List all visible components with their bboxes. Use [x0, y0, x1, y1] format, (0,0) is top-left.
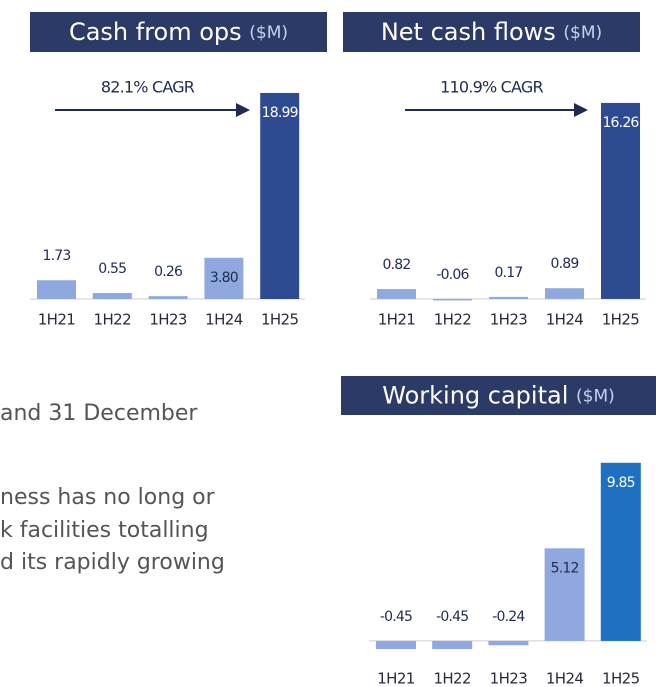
- chart-header: [341, 376, 656, 415]
- arrow-head: [236, 103, 250, 117]
- bar: [544, 548, 585, 641]
- x-tick-label: 1H25: [602, 670, 640, 687]
- value-label: 18.99: [262, 105, 298, 121]
- x-tick-label: 1H21: [377, 670, 415, 687]
- title-text: Net cash flows: [381, 18, 556, 46]
- body-text: k facilities totalling: [0, 518, 209, 543]
- value-label: 16.26: [602, 115, 639, 131]
- bar: [260, 92, 300, 300]
- bar: [432, 640, 473, 650]
- unit-text: ($M): [249, 23, 288, 43]
- value-label: 0.55: [98, 261, 126, 277]
- bar: [433, 298, 472, 301]
- chart-header: [30, 12, 327, 52]
- x-tick-label: 1H24: [546, 670, 584, 687]
- unit-text: ($M): [576, 387, 615, 407]
- x-tick-label: 1H24: [546, 311, 584, 329]
- chart-title: Cash from ops ($M): [69, 18, 288, 46]
- unit-text: ($M): [563, 23, 602, 43]
- x-tick-label: 1H22: [94, 311, 132, 329]
- value-label: 0.17: [495, 265, 523, 281]
- chart-header: [343, 12, 640, 52]
- value-label: 0.89: [551, 256, 579, 272]
- bar: [600, 462, 641, 641]
- cagr-label: 110.9% CAGR: [440, 78, 543, 97]
- bar: [545, 288, 584, 299]
- bar: [601, 102, 640, 299]
- x-tick-label: 1H23: [490, 311, 528, 329]
- bar: [489, 296, 528, 299]
- value-label: 5.12: [551, 560, 579, 576]
- value-label: -0.45: [380, 609, 412, 625]
- bar: [37, 280, 76, 299]
- bar: [488, 640, 529, 646]
- chart-title: Net cash flows ($M): [381, 18, 602, 46]
- arrow-head: [574, 103, 588, 117]
- x-tick-label: 1H22: [433, 670, 471, 687]
- value-label: 1.73: [43, 248, 71, 264]
- cagr-label: 82.1% CAGR: [101, 78, 195, 97]
- value-label: 0.26: [154, 264, 183, 280]
- value-label: -0.45: [436, 609, 468, 625]
- body-text: d its rapidly growing: [0, 550, 225, 575]
- x-tick-label: 1H23: [149, 311, 187, 329]
- x-tick-label: 1H25: [261, 311, 299, 329]
- value-label: 3.80: [210, 270, 238, 286]
- value-label: -0.06: [436, 267, 469, 283]
- x-tick-label: 1H25: [602, 311, 640, 329]
- chart-title: Working capital ($M): [382, 382, 615, 410]
- bar: [377, 289, 416, 299]
- bar: [92, 293, 132, 299]
- title-text: Working capital: [382, 382, 568, 410]
- bar: [148, 296, 188, 299]
- x-tick-label: 1H21: [378, 311, 416, 329]
- title-text: Cash from ops: [69, 18, 242, 46]
- x-tick-label: 1H24: [205, 311, 243, 329]
- bar: [204, 257, 244, 299]
- bar: [376, 640, 416, 650]
- body-text: and 31 December: [0, 401, 198, 426]
- value-label: -0.24: [492, 609, 525, 625]
- x-tick-label: 1H22: [434, 311, 472, 329]
- x-tick-label: 1H23: [490, 670, 528, 687]
- x-tick-label: 1H21: [38, 311, 76, 329]
- value-label: 9.85: [607, 475, 635, 491]
- value-label: 0.82: [383, 257, 411, 273]
- body-text: ness has no long or: [0, 485, 216, 510]
